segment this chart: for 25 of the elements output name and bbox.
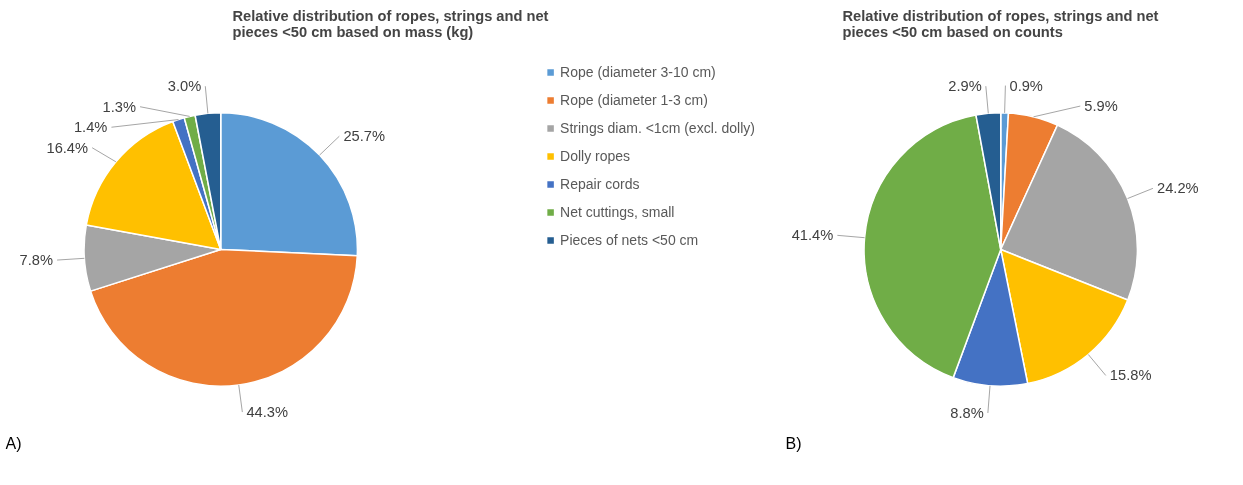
- data-label: 7.8%: [19, 252, 53, 269]
- text: B): [785, 434, 802, 452]
- data-label: 44.3%: [246, 404, 289, 421]
- data-label: 41.4%: [791, 227, 834, 244]
- data-label: 15.8%: [1109, 367, 1152, 384]
- legend-label: Dolly ropes: [560, 148, 631, 164]
- text: A): [5, 434, 22, 452]
- legend-label: Rope (diameter 3-10 cm): [560, 64, 716, 80]
- legend-label: Pieces of nets <50 cm: [560, 232, 699, 248]
- data-label: 1.3%: [102, 98, 136, 115]
- data-label: 3.0%: [167, 78, 202, 95]
- legend-label: Net cuttings, small: [560, 204, 675, 220]
- legend-label: Repair cords: [560, 176, 640, 192]
- data-label: 25.7%: [343, 128, 385, 145]
- data-label: 8.8%: [950, 404, 984, 421]
- legend-label: Strings diam. <1cm (excl. dolly): [560, 120, 755, 136]
- data-label: 5.9%: [1084, 98, 1118, 115]
- data-label: 1.4%: [73, 119, 108, 136]
- chart-title: Relative distribution of ropes, strings and net pieces <50 cm based on mass (kg): [232, 7, 549, 40]
- data-label: 16.4%: [46, 139, 89, 156]
- data-label: 0.9%: [1009, 77, 1043, 94]
- legend-label: Rope (diameter 1-3 cm): [560, 92, 708, 108]
- chart-title: Relative distribution of ropes, strings and net pieces <50 cm based on counts: [842, 7, 1159, 40]
- data-label: 2.9%: [948, 78, 982, 95]
- data-label: 24.2%: [1157, 180, 1199, 197]
